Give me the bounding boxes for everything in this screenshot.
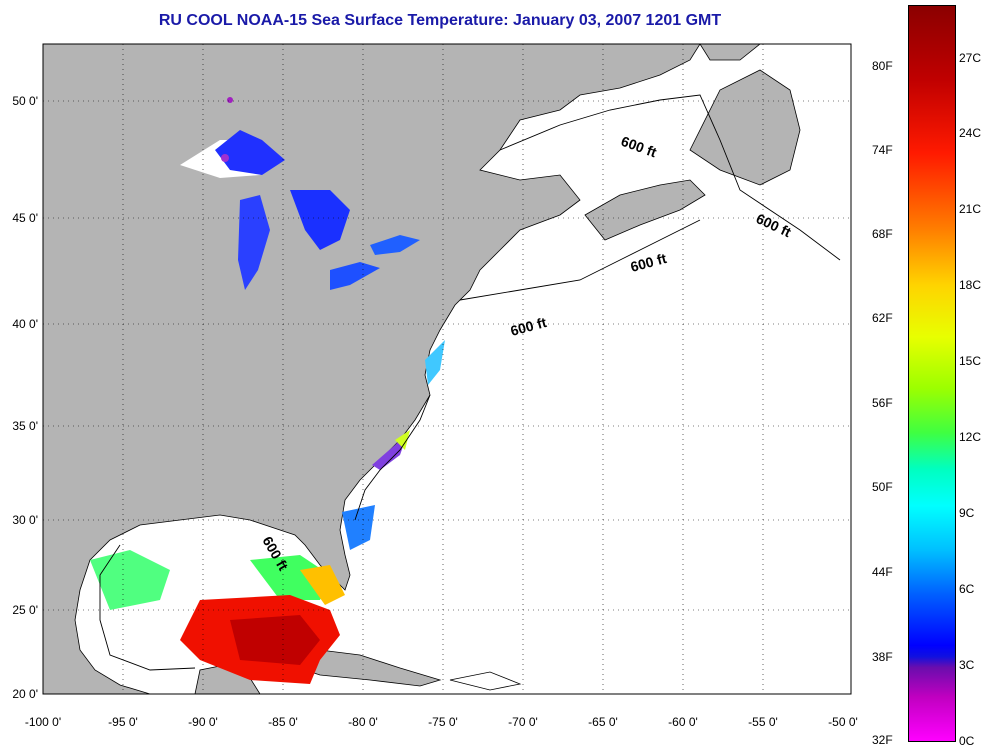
colorbar-c-tick: 3C bbox=[959, 658, 975, 672]
map-title: RU COOL NOAA-15 Sea Surface Temperature:… bbox=[158, 12, 722, 29]
colorbar-c-tick: 24C bbox=[959, 126, 982, 140]
colorbar-f-tick: 62F bbox=[872, 311, 893, 325]
colorbar-c-tick: 27C bbox=[959, 51, 982, 65]
colorbar-c-tick: 21C bbox=[959, 202, 982, 216]
colorbar-gradient bbox=[908, 5, 956, 742]
longitude-label: -85 0' bbox=[268, 715, 298, 729]
colorbar-c-tick: 12C bbox=[959, 430, 982, 444]
land-hispaniola bbox=[449, 671, 522, 691]
latitude-label: 25 0' bbox=[12, 603, 38, 617]
colorbar-c-tick: 9C bbox=[959, 506, 975, 520]
latitude-label: 45 0' bbox=[12, 211, 38, 225]
colorbar-f-tick: 68F bbox=[872, 227, 893, 241]
longitude-label: -60 0' bbox=[668, 715, 698, 729]
land-nova-scotia bbox=[584, 179, 706, 241]
land-newfoundland bbox=[689, 69, 801, 186]
longitude-label: -65 0' bbox=[588, 715, 618, 729]
longitude-label: -90 0' bbox=[188, 715, 218, 729]
colorbar-c-tick: 18C bbox=[959, 278, 982, 292]
graticule bbox=[43, 44, 851, 694]
map-frame bbox=[42, 43, 852, 695]
colorbar-f-tick: 74F bbox=[872, 143, 893, 157]
colorbar-f-tick: 56F bbox=[872, 396, 893, 410]
longitude-label: -55 0' bbox=[748, 715, 778, 729]
colorbar-c-tick: 0C bbox=[959, 734, 975, 748]
longitude-label: -70 0' bbox=[508, 715, 538, 729]
atlantic-coast-sst bbox=[342, 340, 445, 550]
colorbar-f-tick: 38F bbox=[872, 650, 893, 664]
latitude-label: 40 0' bbox=[12, 317, 38, 331]
longitude-label: -95 0' bbox=[108, 715, 138, 729]
colorbar-c-tick: 6C bbox=[959, 582, 975, 596]
bathymetry-contour bbox=[99, 94, 841, 671]
latitude-labels: 50 0' 45 0' 40 0' 35 0' 30 0' 25 0' 20 0' bbox=[12, 94, 38, 701]
colorbar-f-tick: 50F bbox=[872, 480, 893, 494]
land-cuba bbox=[288, 649, 442, 687]
colorbar-f-tick: 44F bbox=[872, 565, 893, 579]
great-lakes-sst bbox=[180, 97, 420, 290]
land-labrador bbox=[699, 44, 761, 61]
latitude-label: 50 0' bbox=[12, 94, 38, 108]
longitude-label: -75 0' bbox=[428, 715, 458, 729]
gulf-sst bbox=[90, 550, 345, 684]
temperature-colorbar: 80F 74F 68F 62F 56F 50F 44F 38F 32F 27C 24C 21C 18C… bbox=[872, 0, 984, 754]
longitude-label: -80 0' bbox=[348, 715, 378, 729]
latitude-label: 20 0' bbox=[12, 687, 38, 701]
latitude-label: 30 0' bbox=[12, 513, 38, 527]
longitude-labels: -100 0' -95 0' -90 0' -85 0' -80 0' -75 0' -70… bbox=[25, 715, 858, 729]
colorbar-f-tick: 80F bbox=[872, 59, 893, 73]
longitude-label: -50 0' bbox=[828, 715, 858, 729]
latitude-label: 35 0' bbox=[12, 419, 38, 433]
colorbar-f-tick: 32F bbox=[872, 733, 893, 747]
longitude-label: -100 0' bbox=[25, 715, 61, 729]
colorbar-c-tick: 15C bbox=[959, 354, 982, 368]
